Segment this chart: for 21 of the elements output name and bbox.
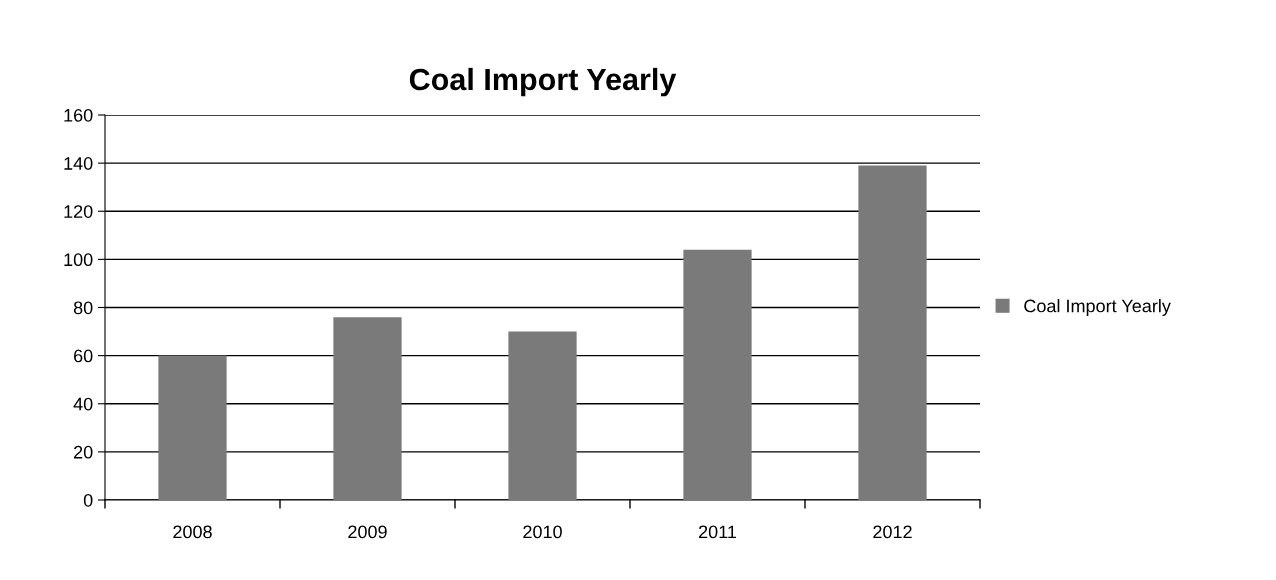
chart-title: Coal Import Yearly (409, 67, 677, 97)
bar (858, 165, 927, 500)
y-tick-label: 40 (73, 397, 93, 411)
bar (683, 249, 752, 500)
y-tick-label: 120 (64, 205, 93, 218)
y-tick-label: 80 (73, 301, 93, 315)
bar (158, 355, 227, 500)
x-tick-label: 2012 (873, 525, 912, 539)
x-tick-label: 2009 (348, 525, 387, 539)
x-tick-label: 2008 (173, 525, 212, 539)
bar (333, 317, 402, 500)
y-tick-label: 0 (83, 493, 93, 507)
bar (508, 331, 577, 500)
y-tick-label: 20 (74, 445, 93, 459)
y-tick-label: 100 (64, 253, 93, 267)
y-tick-label: 160 (64, 108, 93, 122)
y-tick-label: 140 (64, 157, 93, 170)
legend-label: Coal Import Yearly (1024, 299, 1171, 316)
y-tick-label: 60 (74, 349, 93, 363)
x-tick-label: 2010 (523, 525, 562, 539)
x-tick-label: 2011 (698, 525, 737, 539)
